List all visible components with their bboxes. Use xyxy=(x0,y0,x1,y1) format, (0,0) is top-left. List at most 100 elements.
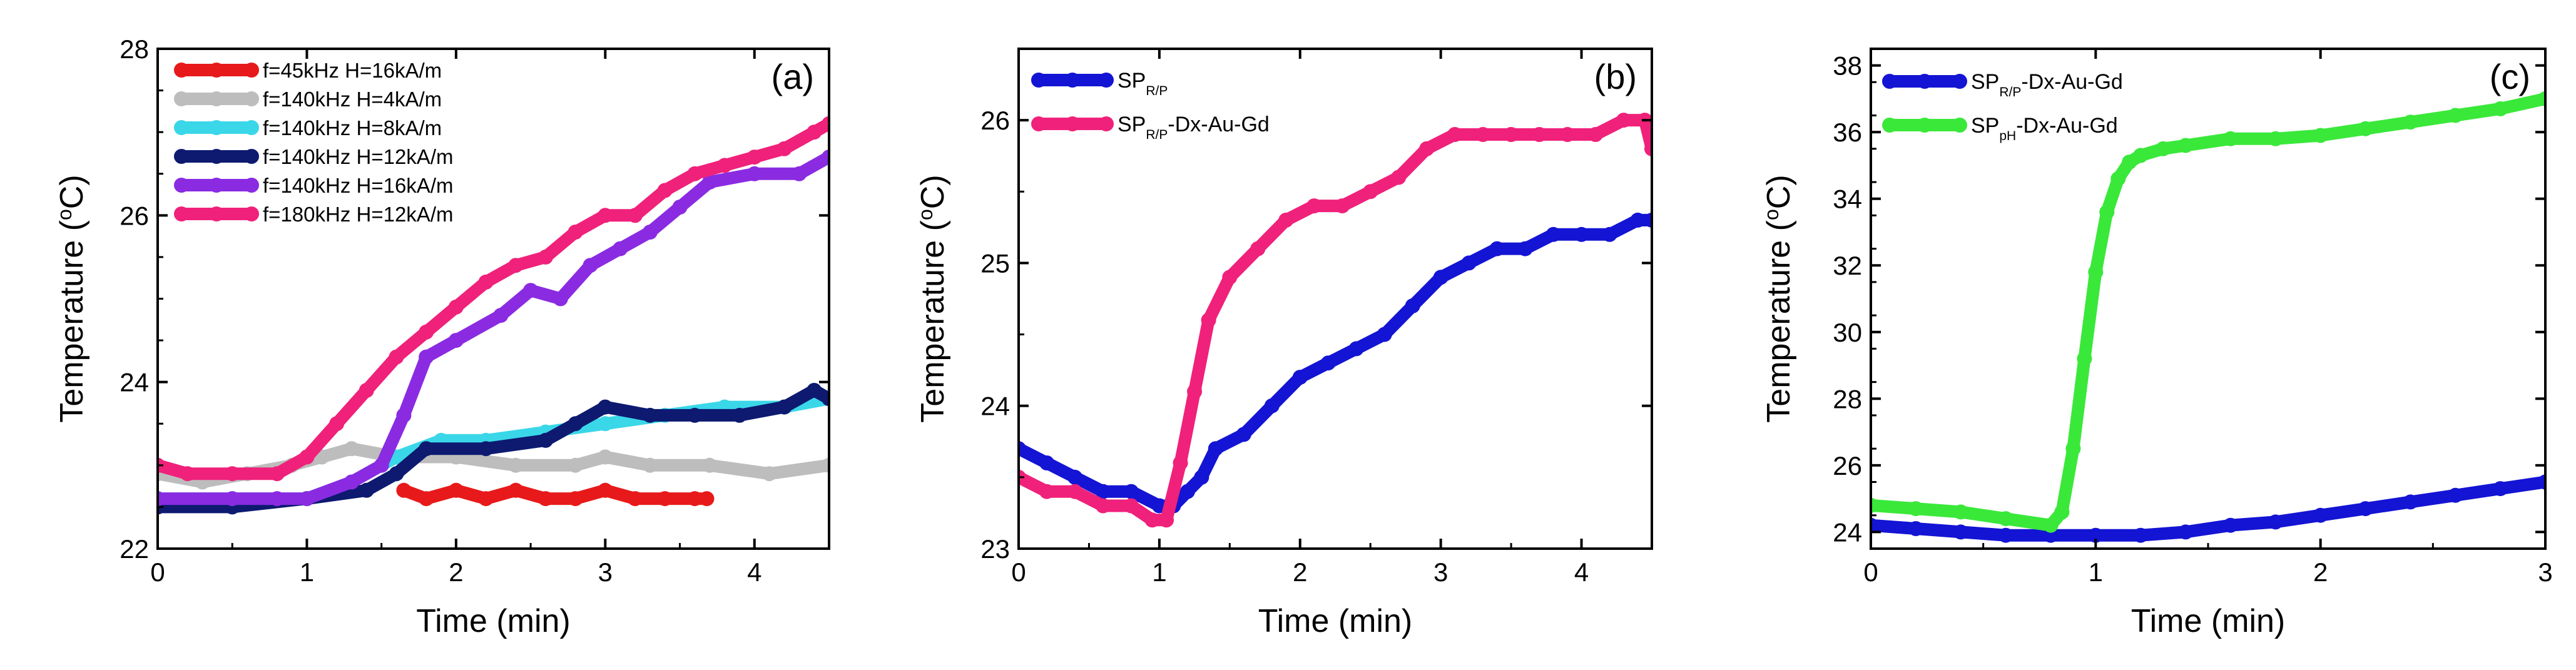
data-point xyxy=(642,407,658,423)
data-point xyxy=(642,457,658,473)
x-tick-label: 1 xyxy=(1152,557,1166,587)
y-tick-label: 24 xyxy=(980,392,1010,421)
data-point xyxy=(1871,497,1878,513)
data-point xyxy=(2099,205,2115,220)
data-point xyxy=(448,482,464,498)
legend-marker xyxy=(244,178,259,193)
legend-marker xyxy=(244,206,259,221)
legend-marker xyxy=(244,149,259,164)
data-point xyxy=(2268,514,2283,530)
data-point xyxy=(2178,524,2194,540)
data-point xyxy=(374,457,389,473)
data-point xyxy=(746,150,762,165)
plot-frame xyxy=(1017,48,1653,550)
y-axis-title-suffix: C) xyxy=(54,175,90,209)
x-tick-label: 0 xyxy=(1011,557,1026,587)
data-point xyxy=(396,482,412,498)
legend-marker xyxy=(1099,73,1114,88)
data-point xyxy=(687,491,703,507)
data-point xyxy=(642,225,658,240)
data-point xyxy=(1306,198,1322,214)
legend-label-1: SPR/P xyxy=(1117,69,1168,98)
data-point xyxy=(299,491,315,507)
x-tick-label: 3 xyxy=(1433,557,1448,587)
legend-label-text: -Dx-Au-Gd xyxy=(2016,114,2117,138)
data-point xyxy=(1019,441,1026,457)
data-point xyxy=(359,383,374,398)
x-tick-label: 0 xyxy=(150,557,165,587)
data-point xyxy=(598,449,613,465)
data-point xyxy=(1292,370,1308,385)
data-point xyxy=(419,441,434,457)
panel-label: (c) xyxy=(2490,57,2530,96)
data-point xyxy=(807,124,822,140)
series-line-2 xyxy=(1871,92,2545,532)
x-axis-title: Time (min) xyxy=(416,603,571,639)
data-point xyxy=(1560,127,1576,142)
legend-marker xyxy=(209,91,224,106)
data-point xyxy=(299,449,315,465)
y-tick-label: 32 xyxy=(1833,251,1862,280)
data-point xyxy=(568,225,583,240)
data-point xyxy=(1250,241,1266,256)
data-point xyxy=(419,349,434,365)
legend-label-1: f=45kHz H=16kA/m xyxy=(263,59,442,82)
legend-marker xyxy=(174,120,189,135)
data-point xyxy=(478,274,494,290)
y-tick-label: 28 xyxy=(120,34,149,64)
legend-label-text: SP xyxy=(1117,113,1146,136)
y-tick-label: 25 xyxy=(980,248,1010,278)
data-point xyxy=(2313,507,2328,523)
data-point xyxy=(1461,255,1477,271)
data-point xyxy=(1208,441,1223,457)
data-point xyxy=(1644,141,1652,156)
legend-marker xyxy=(1952,118,1967,133)
series-group xyxy=(1871,91,2545,543)
data-point xyxy=(389,466,404,482)
legend-label-subscript: pH xyxy=(1999,129,2016,143)
data-point xyxy=(523,283,539,298)
data-point xyxy=(2448,487,2463,503)
data-point xyxy=(2493,481,2508,497)
data-point xyxy=(1144,512,1160,528)
y-axis-title-prefix: Temperature ( xyxy=(1761,220,1797,422)
data-point xyxy=(1391,170,1407,185)
data-point xyxy=(419,491,434,507)
x-axis-title: Time (min) xyxy=(1258,603,1413,639)
data-point xyxy=(1475,127,1491,142)
data-point xyxy=(552,291,568,307)
y-tick-label: 30 xyxy=(1833,318,1862,347)
data-point xyxy=(1517,241,1533,256)
y-tick-label: 36 xyxy=(1833,118,1862,147)
data-point xyxy=(792,166,807,181)
data-point xyxy=(448,299,464,315)
data-point xyxy=(761,466,777,482)
data-point xyxy=(2178,138,2194,153)
x-tick-label: 0 xyxy=(1863,557,1878,587)
legend-marker xyxy=(209,178,224,193)
data-point xyxy=(1363,184,1378,200)
data-point xyxy=(1630,212,1646,228)
legend-marker xyxy=(1099,116,1114,131)
legend-label-text: f=45kHz H=16kA/m xyxy=(263,59,442,82)
series-group xyxy=(158,116,829,515)
data-point xyxy=(538,432,553,448)
data-point xyxy=(1545,226,1561,242)
data-point xyxy=(1236,427,1251,442)
data-point xyxy=(1067,484,1082,499)
data-point xyxy=(717,158,733,173)
legend-marker xyxy=(174,206,189,221)
data-point xyxy=(1201,312,1216,328)
legend-label-text: SP xyxy=(1971,114,1999,138)
data-point xyxy=(2313,128,2328,143)
y-axis-title-suffix: C) xyxy=(1761,175,1797,209)
legend-marker xyxy=(1031,73,1046,88)
data-point xyxy=(1616,113,1631,128)
data-point xyxy=(1908,521,1923,536)
legend-marker xyxy=(1031,116,1046,131)
y-tick-label: 34 xyxy=(1833,185,1862,214)
legend-marker xyxy=(209,206,224,221)
data-point xyxy=(2403,494,2418,510)
